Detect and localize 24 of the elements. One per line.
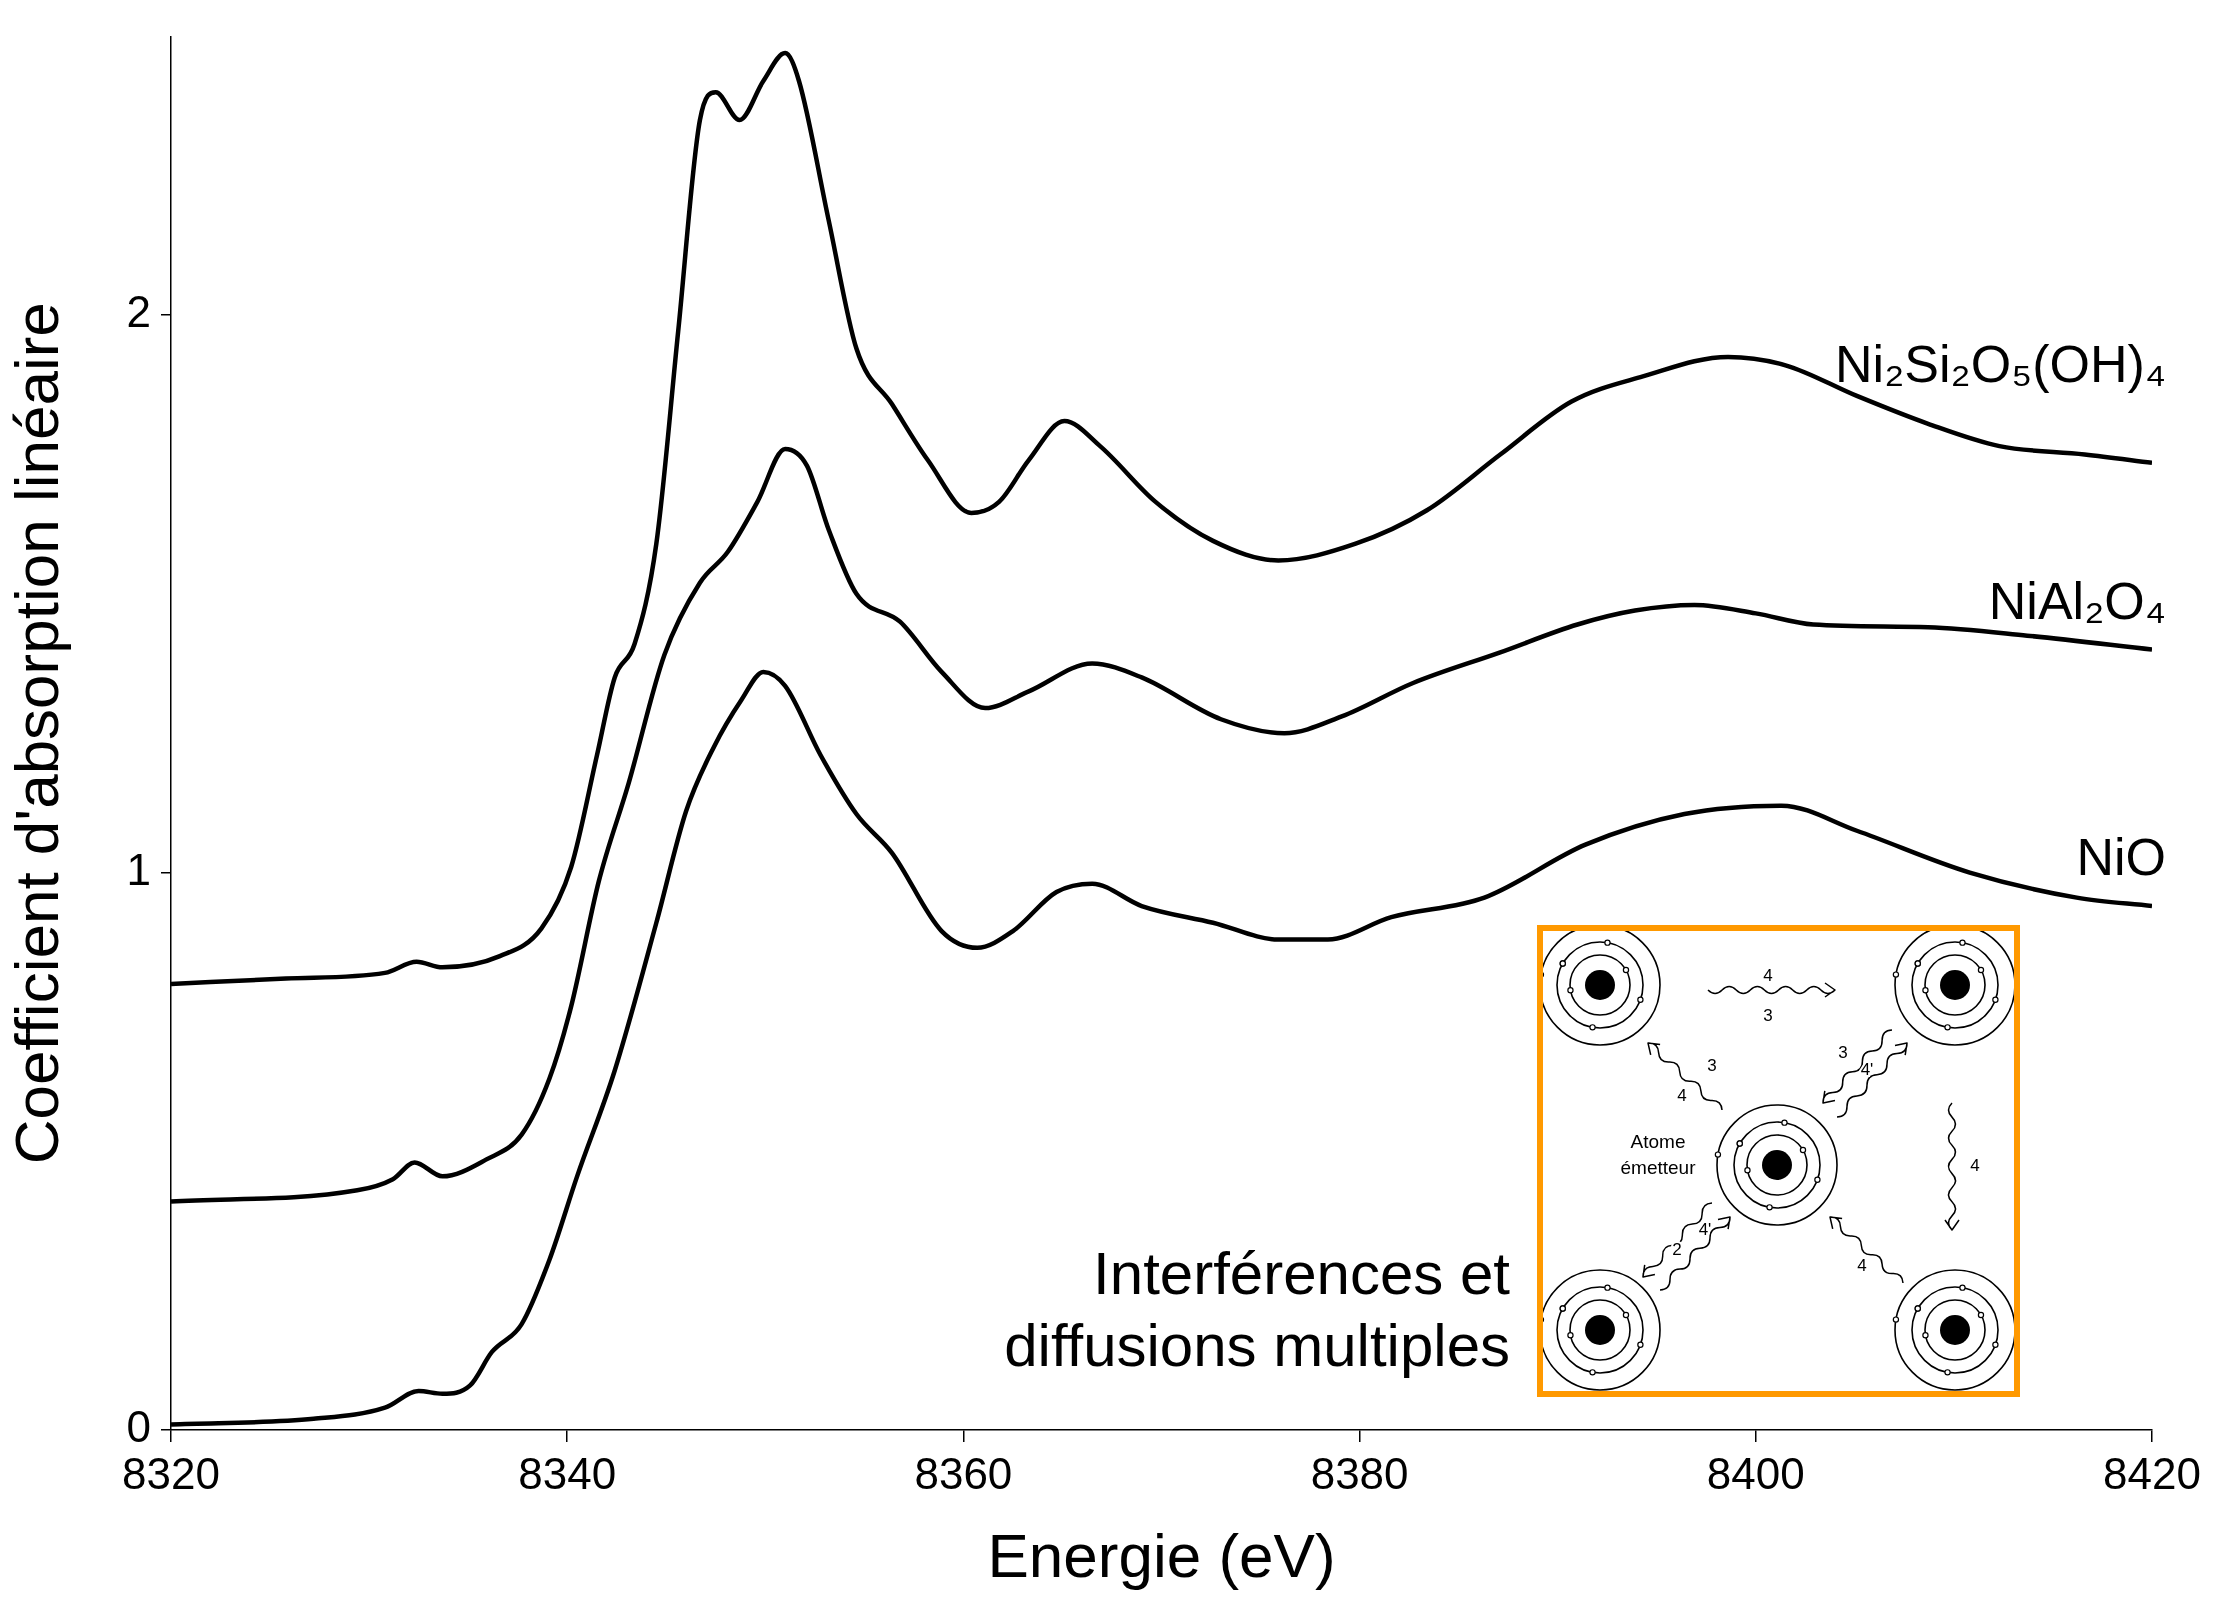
x-tick-label: 8360 xyxy=(914,1448,1013,1498)
y-axis-title: Coefficient d'absorption linéaire xyxy=(2,302,72,1165)
annotation: 3 xyxy=(1763,1006,1773,1025)
series-label: Ni₂Si₂O₅(OH)₄ xyxy=(1835,335,2166,394)
annotation: 3 xyxy=(1707,1056,1717,1075)
annotation: Atome émetteur xyxy=(1620,1131,1697,1178)
x-tick-label: 8340 xyxy=(518,1448,617,1498)
x-tick-label: 8420 xyxy=(2103,1448,2201,1498)
y-tick-label: 2 xyxy=(126,287,151,337)
series-label: NiO xyxy=(2076,828,2166,887)
x-axis-title: Energie (eV) xyxy=(987,1520,1336,1590)
x-tick-label: 8400 xyxy=(1706,1448,1805,1498)
annotation: 4 xyxy=(1763,966,1773,985)
annotation: 2 xyxy=(1672,1240,1682,1259)
annotation: Interférences et diffusions multiples xyxy=(1003,1239,1510,1381)
series-label: NiAl₂O₄ xyxy=(1988,571,2166,630)
annotation: 4' xyxy=(1860,1060,1874,1079)
annotation: 4' xyxy=(1698,1220,1712,1239)
annotation: 4 xyxy=(1857,1256,1867,1275)
x-tick-label: 8380 xyxy=(1310,1448,1409,1498)
annotation: 3 xyxy=(1838,1043,1848,1062)
annotation: 4 xyxy=(1677,1086,1687,1105)
y-tick-label: 1 xyxy=(126,844,151,894)
annotation: 4 xyxy=(1970,1156,1980,1175)
